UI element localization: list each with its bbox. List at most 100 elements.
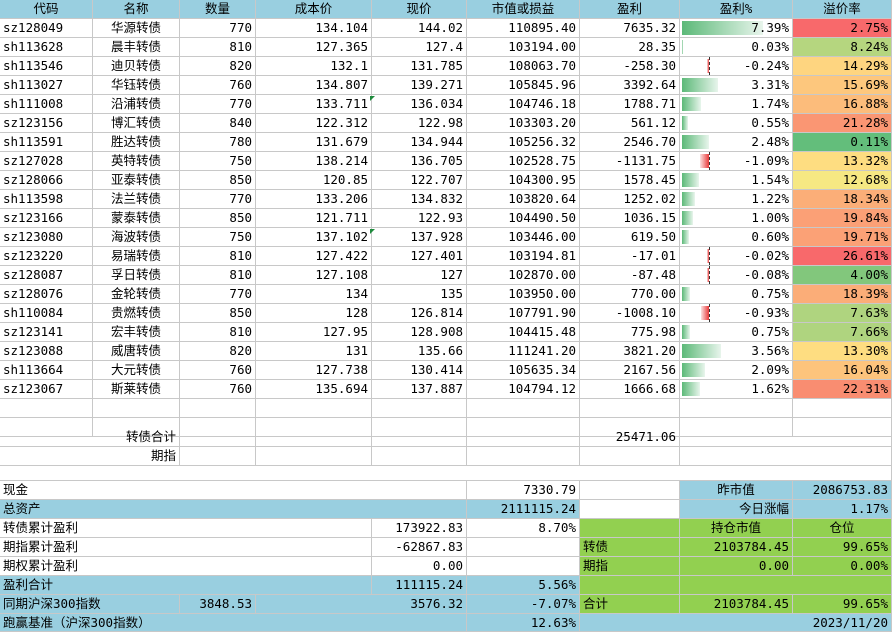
- bond-profit-cell[interactable]: 2546.70: [580, 133, 680, 152]
- empty-cell[interactable]: [180, 447, 256, 466]
- bond-code-cell[interactable]: sz128076: [0, 285, 93, 304]
- bond-qty-cell[interactable]: 770: [180, 190, 256, 209]
- bond-code-cell[interactable]: sz128066: [0, 171, 93, 190]
- bond-cost-cell[interactable]: 127.365: [256, 38, 372, 57]
- bond-code-cell[interactable]: sh111008: [0, 95, 93, 114]
- bond-code-cell[interactable]: sz123156: [0, 114, 93, 133]
- bond-name-cell[interactable]: 法兰转债: [93, 190, 180, 209]
- bond-price-cell[interactable]: 127.4: [372, 38, 467, 57]
- bond-name-cell[interactable]: 孚日转债: [93, 266, 180, 285]
- bond-cost-cell[interactable]: 122.312: [256, 114, 372, 133]
- bond-cost-cell[interactable]: 132.1: [256, 57, 372, 76]
- bond-price-cell[interactable]: 128.908: [372, 323, 467, 342]
- bond-profit-pct-cell[interactable]: -1.09%: [680, 152, 793, 171]
- empty-cell[interactable]: [467, 399, 580, 418]
- bond-value-cell[interactable]: 108063.70: [467, 57, 580, 76]
- bond-qty-cell[interactable]: 770: [180, 95, 256, 114]
- bond-value-cell[interactable]: 103303.20: [467, 114, 580, 133]
- header-value[interactable]: 市值或损益: [467, 0, 580, 19]
- bond-qty-cell[interactable]: 770: [180, 285, 256, 304]
- bond-total-profit[interactable]: 25471.06: [580, 428, 680, 447]
- bond-premium-cell[interactable]: 14.29%: [793, 57, 892, 76]
- bond-premium-cell[interactable]: 13.32%: [793, 152, 892, 171]
- bond-qty-cell[interactable]: 780: [180, 133, 256, 152]
- bond-cost-cell[interactable]: 133.711: [256, 95, 372, 114]
- bond-name-cell[interactable]: 博汇转债: [93, 114, 180, 133]
- bond-value-cell[interactable]: 103820.64: [467, 190, 580, 209]
- bond-value-cell[interactable]: 105256.32: [467, 133, 580, 152]
- bond-code-cell[interactable]: sz123166: [0, 209, 93, 228]
- bond-profit-cell[interactable]: 1788.71: [580, 95, 680, 114]
- bond-value-cell[interactable]: 110895.40: [467, 19, 580, 38]
- bond-qty-cell[interactable]: 810: [180, 247, 256, 266]
- bond-qty-cell[interactable]: 810: [180, 266, 256, 285]
- bond-price-cell[interactable]: 122.98: [372, 114, 467, 133]
- bond-premium-cell[interactable]: 12.68%: [793, 171, 892, 190]
- fut-label[interactable]: 期指: [580, 557, 680, 576]
- bond-name-cell[interactable]: 宏丰转债: [93, 323, 180, 342]
- bond-premium-cell[interactable]: 15.69%: [793, 76, 892, 95]
- empty-cell[interactable]: [256, 428, 372, 447]
- bond-qty-cell[interactable]: 850: [180, 209, 256, 228]
- total-position[interactable]: 99.65%: [793, 595, 892, 614]
- bond-profit-cell[interactable]: 7635.32: [580, 19, 680, 38]
- bond-code-cell[interactable]: sh113598: [0, 190, 93, 209]
- bond-value-cell[interactable]: 103950.00: [467, 285, 580, 304]
- bond-profit-cell[interactable]: 770.00: [580, 285, 680, 304]
- total-label[interactable]: 合计: [580, 595, 680, 614]
- bond-qty-cell[interactable]: 840: [180, 114, 256, 133]
- bond-name-cell[interactable]: 沿浦转债: [93, 95, 180, 114]
- bond-cost-cell[interactable]: 120.85: [256, 171, 372, 190]
- hs300-label[interactable]: 同期沪深300指数: [0, 595, 180, 614]
- bond-price-cell[interactable]: 131.785: [372, 57, 467, 76]
- bond-price-cell[interactable]: 122.707: [372, 171, 467, 190]
- bond-value-cell[interactable]: 111241.20: [467, 342, 580, 361]
- bond-premium-cell[interactable]: 18.39%: [793, 285, 892, 304]
- bond-qty-cell[interactable]: 760: [180, 76, 256, 95]
- empty-cell[interactable]: [680, 418, 793, 437]
- bond-name-cell[interactable]: 贵燃转债: [93, 304, 180, 323]
- bond-cost-cell[interactable]: 134: [256, 285, 372, 304]
- bond-premium-cell[interactable]: 7.66%: [793, 323, 892, 342]
- bond-profit-pct-cell[interactable]: 3.31%: [680, 76, 793, 95]
- bond-profit-pct-cell[interactable]: 1.22%: [680, 190, 793, 209]
- profit-total-value[interactable]: 111115.24: [372, 576, 467, 595]
- bond-price-cell[interactable]: 136.705: [372, 152, 467, 171]
- bond-code-cell[interactable]: sz123220: [0, 247, 93, 266]
- beat-label[interactable]: 跑赢基准（沪深300指数）: [0, 614, 467, 632]
- bond-name-cell[interactable]: 晨丰转债: [93, 38, 180, 57]
- bond-profit-cell[interactable]: 2167.56: [580, 361, 680, 380]
- bond-code-cell[interactable]: sh110084: [0, 304, 93, 323]
- bond-profit-cell[interactable]: 561.12: [580, 114, 680, 133]
- bond-price-cell[interactable]: 134.832: [372, 190, 467, 209]
- bond-profit-cell[interactable]: 619.50: [580, 228, 680, 247]
- hs300-pct[interactable]: -7.07%: [467, 595, 580, 614]
- empty-cell[interactable]: [467, 418, 580, 437]
- bond-cost-cell[interactable]: 131: [256, 342, 372, 361]
- bond-cost-cell[interactable]: 137.102: [256, 228, 372, 247]
- bond-qty-cell[interactable]: 760: [180, 361, 256, 380]
- header-price[interactable]: 现价: [372, 0, 467, 19]
- bond-qty-cell[interactable]: 810: [180, 38, 256, 57]
- bond-profit-pct-cell[interactable]: -0.93%: [680, 304, 793, 323]
- bond-cost-cell[interactable]: 134.807: [256, 76, 372, 95]
- bond-value-cell[interactable]: 102528.75: [467, 152, 580, 171]
- bond-premium-cell[interactable]: 13.30%: [793, 342, 892, 361]
- bond-profit-cell[interactable]: -1008.10: [580, 304, 680, 323]
- empty-cell[interactable]: [680, 447, 892, 466]
- futures-label[interactable]: 期指: [0, 447, 180, 466]
- bond-price-cell[interactable]: 137.928: [372, 228, 467, 247]
- bond-qty-cell[interactable]: 770: [180, 19, 256, 38]
- bond-code-cell[interactable]: sz128049: [0, 19, 93, 38]
- bond-profit-pct-cell[interactable]: 0.75%: [680, 285, 793, 304]
- bond-qty-cell[interactable]: 820: [180, 57, 256, 76]
- bond-profit-pct-cell[interactable]: 0.75%: [680, 323, 793, 342]
- header-qty[interactable]: 数量: [180, 0, 256, 19]
- empty-cell[interactable]: [467, 447, 580, 466]
- bond-profit-cell[interactable]: 1252.02: [580, 190, 680, 209]
- opt-cum-label[interactable]: 期权累计盈利: [0, 557, 372, 576]
- empty-cell[interactable]: [180, 428, 256, 447]
- hs300-now[interactable]: 3576.32: [256, 595, 467, 614]
- empty-cell[interactable]: [180, 418, 256, 437]
- fut-cum-label[interactable]: 期指累计盈利: [0, 538, 372, 557]
